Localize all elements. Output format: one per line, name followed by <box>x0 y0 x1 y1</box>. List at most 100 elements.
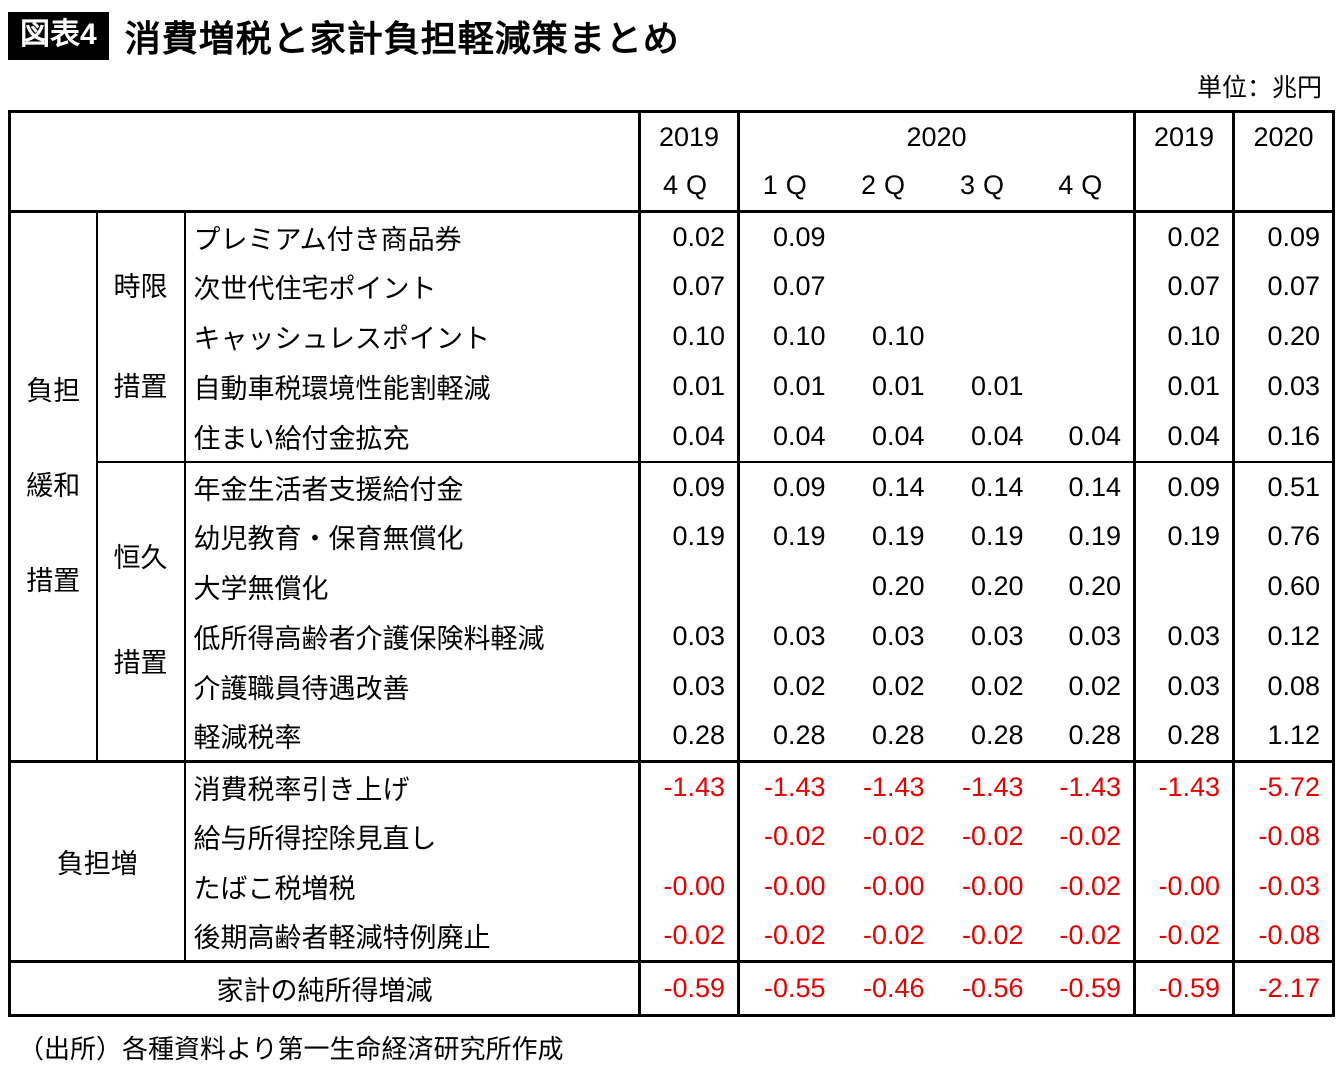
value-cell: -0.02 <box>1035 811 1137 862</box>
value-cell: 0.03 <box>639 661 740 712</box>
value-cell: 0.19 <box>639 511 740 562</box>
value-cell: 0.07 <box>1267 271 1321 301</box>
value-cell <box>1035 311 1137 362</box>
value-cell: -0.00 <box>862 871 925 901</box>
value-cell: 0.09 <box>639 460 740 512</box>
row-group-label-mitigation: 負担 緩和 措置 <box>9 211 98 762</box>
value-cell: 0.03 <box>1134 611 1236 662</box>
value-cell <box>937 212 1036 262</box>
value-cell: 0.19 <box>1035 511 1137 562</box>
value-cell: 0.09 <box>772 221 826 252</box>
header-row-quarters: 4Q 1Q 2Q 3Q 4Q <box>10 161 1334 213</box>
value-cell: 0.76 <box>1267 521 1321 551</box>
value-cell: -1.43 <box>936 760 1036 812</box>
row-label: 幼児教育・保育無償化 <box>184 511 641 562</box>
value-cell: 0.03 <box>970 621 1024 651</box>
table-row: 恒久 措置 年金生活者支援給付金 0.09 0.09 0.14 0.14 0.1… <box>10 460 1334 762</box>
value-cell: -0.59 <box>639 960 740 1016</box>
value-cell: -0.02 <box>862 920 925 951</box>
value-cell: 0.02 <box>639 211 740 262</box>
value-cell: 0.01 <box>639 361 740 412</box>
col-header-2020: 2020 <box>738 111 1137 162</box>
table-row: 負担 緩和 措置 時限 措置 プレミアム付き商品券 0.02 0.09 0.02… <box>9 211 1334 762</box>
value-cell: -0.02 <box>1035 861 1137 912</box>
value-cell: 0.03 <box>639 611 740 662</box>
row-label: プレミアム付き商品券 <box>184 211 641 262</box>
row-subgroup-label-permanent: 恒久 措置 <box>96 460 186 762</box>
value-cell: 0.09 <box>1134 460 1236 512</box>
value-cell: -0.02 <box>862 821 925 851</box>
value-cell: 0.08 <box>1267 671 1321 701</box>
value-cell: 0.28 <box>871 720 925 751</box>
figure-number-badge: 図表4 <box>8 12 109 60</box>
value-cell <box>937 312 1036 362</box>
value-cell: 0.28 <box>772 720 826 751</box>
value-cell: 0.03 <box>871 621 925 651</box>
row-label: 軽減税率 <box>184 711 641 762</box>
value-cell: 0.02 <box>970 671 1024 701</box>
value-cell: 0.16 <box>1267 420 1321 451</box>
value-cell <box>838 262 937 312</box>
value-cell: -0.02 <box>763 920 826 951</box>
value-cell: -0.46 <box>837 960 937 1016</box>
value-cell <box>1035 211 1137 262</box>
value-cell: 0.03 <box>1267 371 1321 401</box>
row-label: 次世代住宅ポイント <box>184 261 641 312</box>
value-cell: 0.14 <box>1035 460 1137 512</box>
value-cell: 1.12 <box>1267 720 1321 751</box>
table-row: キャッシュレスポイント 0.10 0.10 0.10 0.10 0.20 <box>10 311 1334 362</box>
value-cell <box>739 562 838 612</box>
value-cell: -1.43 <box>639 760 740 812</box>
page-title: 消費増税と家計負担軽減策まとめ <box>124 18 680 59</box>
table-row: 後期高齢者軽減特例廃止 -0.02 -0.02 -0.02 -0.02 -0.0… <box>10 911 1334 962</box>
table-row: 住まい給付金拡充 0.04 0.04 0.04 0.04 0.04 0.04 0… <box>10 411 1334 462</box>
value-cell: 0.07 <box>772 271 826 301</box>
value-cell: 0.04 <box>970 420 1024 451</box>
value-cell: 0.01 <box>1134 361 1236 412</box>
value-cell: 0.01 <box>871 371 925 401</box>
table-row: 幼児教育・保育無償化 0.19 0.19 0.19 0.19 0.19 0.19… <box>10 511 1334 562</box>
figure-header: 図表4 消費増税と家計負担軽減策まとめ <box>8 10 1340 62</box>
value-cell: -1.43 <box>1134 760 1236 812</box>
value-cell: 0.07 <box>639 261 740 312</box>
value-cell: 0.19 <box>1134 511 1236 562</box>
col-header-2020-4q: 4Q <box>1035 161 1137 213</box>
value-cell: 0.09 <box>738 460 838 512</box>
col-header-annual-2019-blank <box>1134 161 1236 213</box>
value-cell: 0.28 <box>639 711 740 762</box>
value-cell: 0.19 <box>970 521 1024 551</box>
value-cell: 0.04 <box>772 420 826 451</box>
value-cell <box>937 262 1036 312</box>
row-label: 消費税率引き上げ <box>184 760 641 812</box>
row-label: 住まい給付金拡充 <box>184 411 641 462</box>
value-cell <box>1134 561 1236 612</box>
value-cell: 0.09 <box>1267 221 1321 252</box>
value-cell: 0.28 <box>1035 711 1137 762</box>
col-header-2019-4q: 4Q <box>639 161 740 213</box>
value-cell: 0.01 <box>772 371 826 401</box>
header-row-years: 2019 2020 2019 2020 <box>9 111 1334 213</box>
value-cell: 0.03 <box>1035 611 1137 662</box>
value-cell: 0.02 <box>871 671 925 701</box>
value-cell: -0.00 <box>763 871 826 901</box>
value-cell: 0.07 <box>1134 261 1236 312</box>
value-cell: -0.00 <box>1134 861 1236 912</box>
value-cell: -0.59 <box>1035 960 1137 1016</box>
value-cell: 0.51 <box>1233 460 1334 512</box>
value-cell: -0.08 <box>1258 821 1321 851</box>
col-header-2020-3q: 3Q <box>936 161 1036 213</box>
value-cell: -0.02 <box>763 821 826 851</box>
row-label: 給与所得控除見直し <box>184 811 641 862</box>
value-cell: 0.04 <box>639 411 740 462</box>
value-cell: 0.10 <box>639 311 740 362</box>
value-cell: 0.60 <box>1267 571 1321 601</box>
value-cell: -0.03 <box>1258 871 1321 901</box>
value-cell: -1.43 <box>837 760 937 812</box>
value-cell: -0.02 <box>1134 911 1236 962</box>
value-cell: 0.20 <box>871 571 925 601</box>
table-row: 大学無償化 0.20 0.20 0.20 0.60 <box>10 561 1334 612</box>
table-row: 自動車税環境性能割軽減 0.01 0.01 0.01 0.01 0.01 0.0… <box>10 361 1334 412</box>
value-cell: -1.43 <box>1035 760 1137 812</box>
value-cell: 0.14 <box>936 460 1036 512</box>
col-header-annual-2020: 2020 <box>1253 121 1314 152</box>
